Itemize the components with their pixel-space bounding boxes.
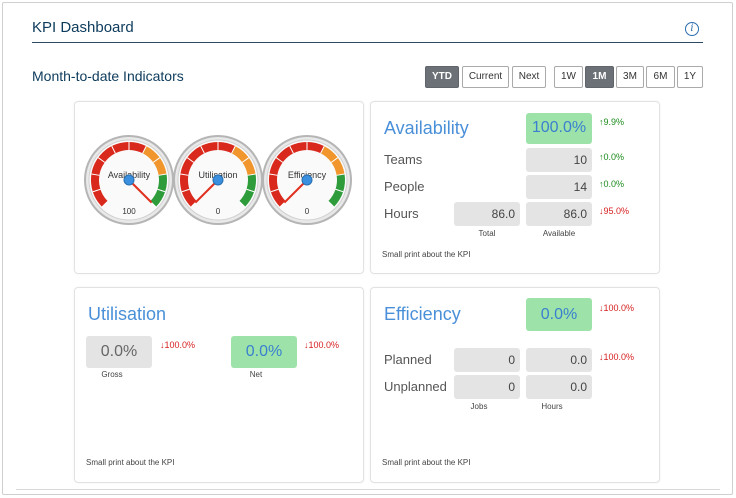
range-button-1w[interactable]: 1W bbox=[554, 66, 583, 88]
gross-caption: Gross bbox=[101, 370, 123, 379]
gauge-tick bbox=[336, 173, 345, 176]
bottom-divider bbox=[16, 489, 720, 490]
gauge-tick bbox=[269, 173, 278, 176]
people-label: People bbox=[384, 179, 425, 194]
gauge-tick bbox=[97, 157, 106, 163]
gross-value: 0.0% bbox=[86, 336, 152, 368]
gauge-value: 0 bbox=[216, 207, 221, 216]
availability-title: Availability bbox=[384, 118, 469, 138]
gauge-tick bbox=[200, 145, 205, 154]
period-button-next[interactable]: Next bbox=[512, 66, 546, 88]
teams-value: 10 bbox=[526, 148, 592, 172]
hours-available-value: 86.0 bbox=[526, 202, 592, 226]
range-button-1y[interactable]: 1Y bbox=[677, 66, 703, 88]
net-value: 0.0% bbox=[231, 336, 297, 368]
gauge-tick bbox=[111, 145, 116, 154]
range-button-1m[interactable]: 1M bbox=[585, 66, 614, 88]
gauge-hub bbox=[301, 174, 313, 186]
period-button-current[interactable]: Current bbox=[462, 66, 509, 88]
net-caption: Net bbox=[249, 370, 263, 379]
unplanned-hours-value: 0.0 bbox=[526, 375, 592, 399]
gauges-panel: Availability100Utilisation0Efficiency0 bbox=[84, 135, 352, 225]
gauge-hub bbox=[212, 174, 224, 186]
planned-hours-value: 0.0 bbox=[526, 348, 592, 372]
utilisation-card bbox=[74, 287, 364, 483]
teams-label: Teams bbox=[384, 152, 423, 167]
teams-change: ↑0.0% bbox=[599, 152, 625, 162]
gauge-tick bbox=[289, 145, 294, 154]
hours-total-value: 86.0 bbox=[454, 202, 520, 226]
gauge-tick bbox=[92, 188, 101, 193]
unplanned-label: Unplanned bbox=[384, 379, 447, 394]
hours-change: ↓95.0% bbox=[599, 206, 630, 216]
planned-jobs-value: 0 bbox=[454, 348, 520, 372]
gauge-tick bbox=[335, 188, 344, 193]
gauge-hub bbox=[123, 174, 135, 186]
gauge-tick bbox=[91, 173, 100, 176]
gauge-tick bbox=[241, 157, 250, 163]
hours-label: Hours bbox=[384, 206, 419, 221]
efficiency-title: Efficiency bbox=[384, 304, 461, 324]
range-button-3m[interactable]: 3M bbox=[616, 66, 644, 88]
gauge-tick bbox=[180, 173, 189, 176]
page-title: KPI Dashboard bbox=[32, 19, 134, 36]
gauge-tick bbox=[152, 157, 161, 163]
gauge-tick bbox=[327, 200, 335, 208]
gauge-value: 100 bbox=[122, 207, 136, 216]
availability-card bbox=[370, 101, 660, 274]
utilisation-title: Utilisation bbox=[88, 304, 167, 324]
gauge-tick bbox=[275, 157, 284, 163]
availability-change: ↑9.9% bbox=[599, 117, 625, 127]
total-caption: Total bbox=[478, 229, 496, 238]
availability-small-print: Small print about the KPI bbox=[382, 250, 471, 259]
gauge-value: 0 bbox=[305, 207, 310, 216]
gauge-tick bbox=[270, 188, 279, 193]
period-button-ytd[interactable]: YTD bbox=[425, 66, 459, 88]
utilisation-small-print: Small print about the KPI bbox=[86, 458, 175, 467]
hours-caption: Hours bbox=[541, 402, 563, 411]
efficiency-value: 0.0% bbox=[526, 298, 592, 331]
gauge-tick bbox=[142, 145, 147, 154]
gauge-tick bbox=[101, 200, 109, 208]
gauge-tick bbox=[181, 188, 190, 193]
available-caption: Available bbox=[542, 229, 576, 238]
gauge-tick bbox=[330, 157, 339, 163]
gauges-card: Availability100Utilisation0Efficiency0 bbox=[74, 101, 364, 274]
range-button-6m[interactable]: 6M bbox=[646, 66, 675, 88]
people-change: ↑0.0% bbox=[599, 179, 625, 189]
gauge-tick bbox=[186, 157, 195, 163]
efficiency-small-print: Small print about the KPI bbox=[382, 458, 471, 467]
gauge-tick bbox=[247, 173, 256, 176]
planned-label: Planned bbox=[384, 352, 432, 367]
unplanned-jobs-value: 0 bbox=[454, 375, 520, 399]
planned-change: ↓100.0% bbox=[599, 352, 635, 362]
gross-change: ↓100.0% bbox=[160, 340, 196, 350]
availability-value: 100.0% bbox=[526, 113, 592, 144]
gauge-tick bbox=[158, 173, 167, 176]
gauge-tick bbox=[238, 200, 246, 208]
section-subtitle: Month-to-date Indicators bbox=[32, 68, 184, 84]
gauge-tick bbox=[231, 145, 236, 154]
info-icon[interactable]: i bbox=[685, 22, 699, 36]
net-change: ↓100.0% bbox=[304, 340, 340, 350]
efficiency-change: ↓100.0% bbox=[599, 303, 635, 313]
header-divider bbox=[32, 42, 703, 43]
gauge-tick bbox=[320, 145, 325, 154]
gauge-tick bbox=[157, 188, 166, 193]
gauge-tick bbox=[246, 188, 255, 193]
jobs-caption: Jobs bbox=[470, 402, 488, 411]
people-value: 14 bbox=[526, 175, 592, 199]
